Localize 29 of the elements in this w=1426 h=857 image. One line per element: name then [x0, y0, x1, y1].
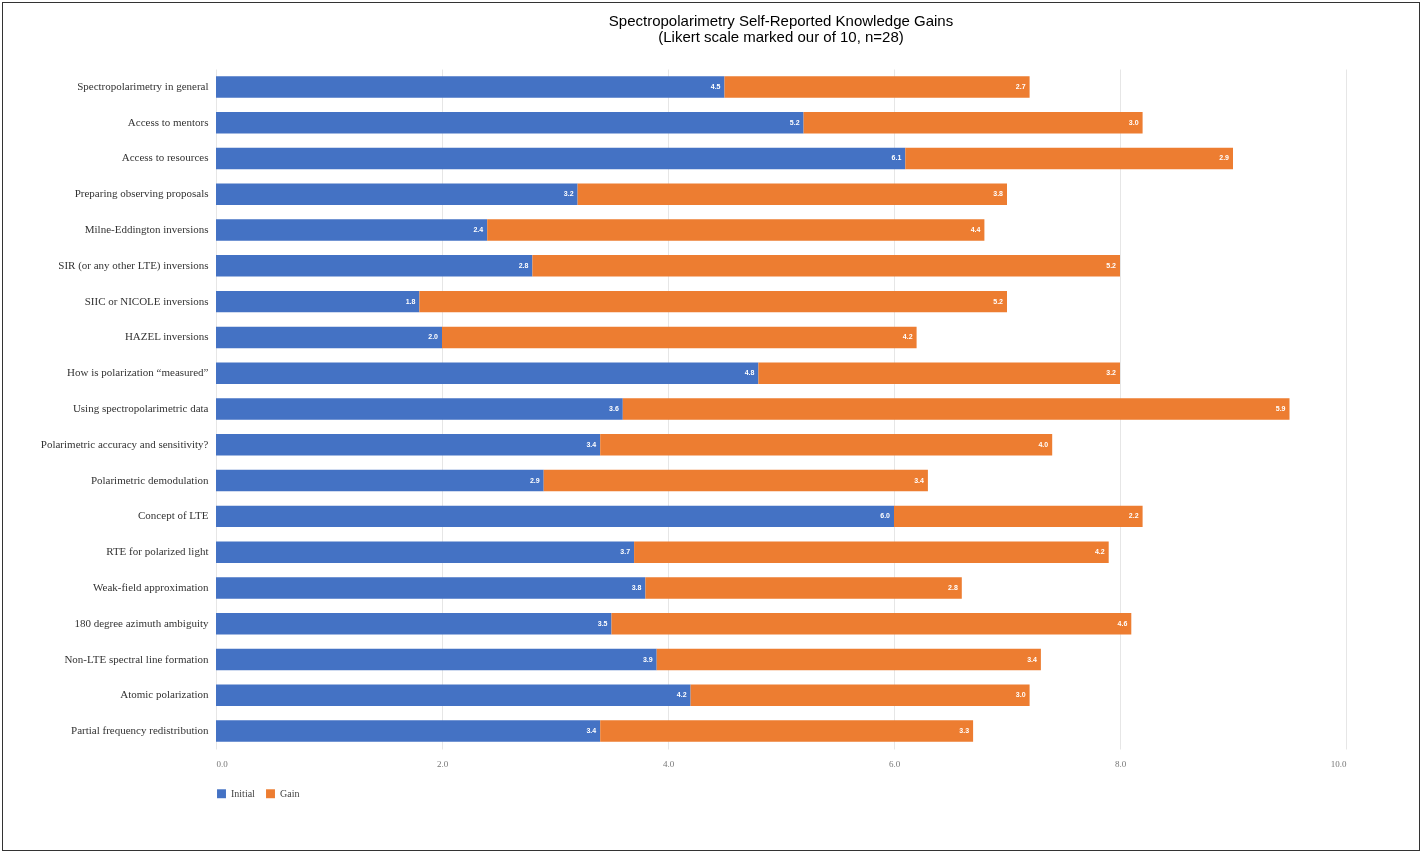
y-tick-label: Milne-Eddington inversions [84, 223, 209, 236]
x-tick-label: 10.0 [1330, 758, 1347, 769]
y-tick-label: Polarimetric accuracy and sensitivity? [40, 437, 209, 450]
x-tick-label: 2.0 [436, 758, 449, 769]
y-tick-label: Polarimetric demodulation [90, 473, 209, 486]
y-tick-label: How is polarization “measured” [67, 366, 209, 379]
x-tick-label: 6.0 [888, 758, 901, 769]
x-tick-label: 8.0 [1114, 758, 1127, 769]
y-tick-label: Using spectropolarimetric data [72, 402, 209, 414]
y-tick-label: Non-LTE spectral line formation [64, 652, 209, 665]
y-tick-label: HAZEL inversions [124, 330, 209, 343]
y-tick-label: Concept of LTE [138, 509, 209, 522]
chart-title: Spectropolarimetry Self-Reported Knowledge Gains [608, 12, 954, 29]
y-tick-label: Spectropolarimetry in general [77, 79, 209, 92]
x-tick-label: 4.0 [662, 758, 675, 769]
y-tick-label: Partial frequency redistribution [71, 724, 209, 737]
y-tick-label: 180 degree azimuth ambiguity [74, 616, 209, 629]
y-tick-label: Access to mentors [127, 115, 209, 128]
y-tick-label: Atomic polarization [120, 688, 209, 701]
x-tick-label: 0.0 [216, 758, 229, 769]
y-tick-label: SIR (or any other LTE) inversions [58, 258, 209, 272]
y-tick-label: Access to resources [121, 151, 209, 164]
legend-label: Initial [231, 787, 256, 799]
y-tick-label: RTE for polarized light [106, 545, 209, 558]
chart-subtitle: (Likert scale marked our of 10, n=28) [658, 28, 904, 45]
legend-label: Gain [280, 787, 300, 799]
y-tick-label: SIIC or NICOLE inversions [84, 294, 209, 307]
y-tick-label: Weak-field approximation [93, 580, 209, 593]
y-tick-label: Preparing observing proposals [74, 187, 209, 200]
